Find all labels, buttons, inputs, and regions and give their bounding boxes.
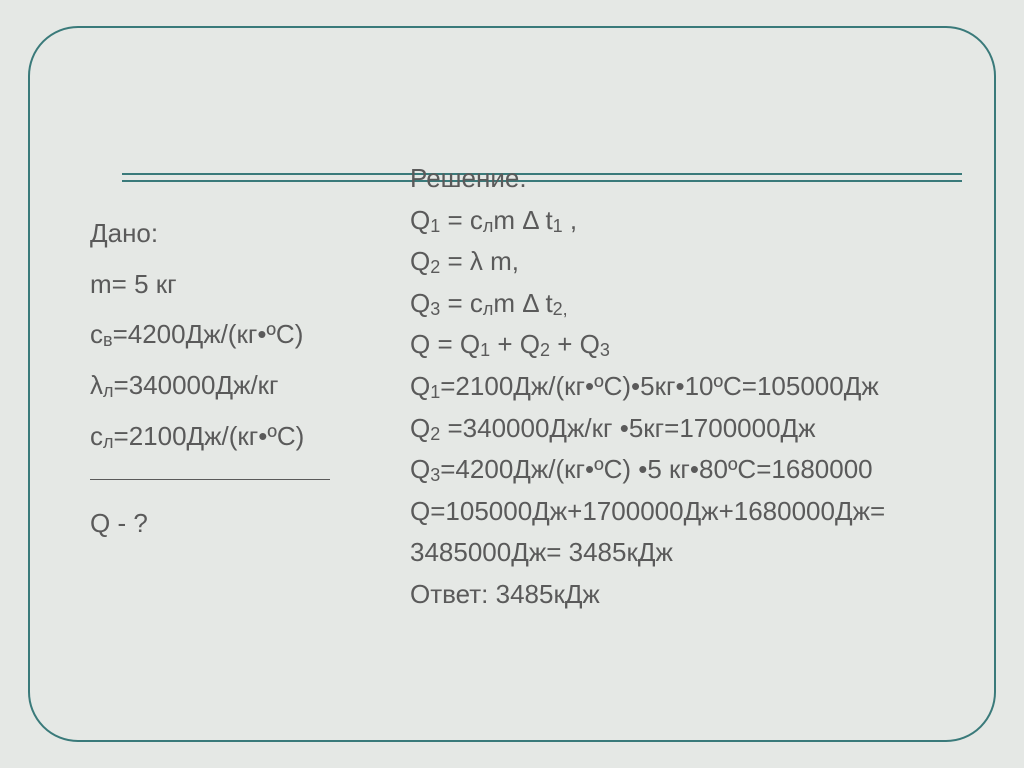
c-water-sub: в <box>103 330 113 350</box>
solution-title: Решение. <box>410 158 934 200</box>
calc3-sub: 3 <box>430 465 440 485</box>
eq1-rest: m Δ t <box>493 205 552 235</box>
eq3-sub3: 2, <box>553 299 568 319</box>
given-c-water: св=4200Дж/(кг•ºС) <box>90 309 410 360</box>
eq4-mid1: + Q <box>490 329 540 359</box>
solution-eq3: Q3 = слm Δ t2, <box>410 283 934 325</box>
calc1-rest: =2100Дж/(кг•ºС)•5кг•10ºС=105000Дж <box>440 371 878 401</box>
solution-total1: Q=105000Дж+1700000Дж+1680000Дж= <box>410 491 934 533</box>
solution-answer: Ответ: 3485кДж <box>410 574 934 616</box>
c-ice-sub: л <box>103 432 114 452</box>
slide-frame: Дано: m= 5 кг св=4200Дж/(кг•ºС) λл=34000… <box>28 26 996 742</box>
given-c-ice: сл=2100Дж/(кг•ºС) <box>90 411 410 462</box>
solution-calc1: Q1=2100Дж/(кг•ºС)•5кг•10ºС=105000Дж <box>410 366 934 408</box>
calc2-sub: 2 <box>430 424 440 444</box>
eq1-end: , <box>563 205 577 235</box>
c-water-prefix: с <box>90 319 103 349</box>
eq1-sub: 1 <box>430 216 440 236</box>
solution-eq2: Q2 = λ m, <box>410 241 934 283</box>
c-ice-value: =2100Дж/(кг•ºС) <box>114 421 305 451</box>
eq3-mid: = с <box>440 288 483 318</box>
eq4-sub3: 3 <box>600 340 610 360</box>
eq1-prefix: Q <box>410 205 430 235</box>
given-mass: m= 5 кг <box>90 259 410 310</box>
solution-eq1: Q1 = слm Δ t1 , <box>410 200 934 242</box>
eq2-prefix: Q <box>410 246 430 276</box>
eq3-sub: 3 <box>430 299 440 319</box>
calc3-prefix: Q <box>410 454 430 484</box>
eq3-sub2: л <box>483 299 494 319</box>
eq1-sub2: л <box>483 216 494 236</box>
content-area: Дано: m= 5 кг св=4200Дж/(кг•ºС) λл=34000… <box>90 158 934 616</box>
solution-column: Решение. Q1 = слm Δ t1 , Q2 = λ m, Q3 = … <box>410 158 934 616</box>
calc3-rest: =4200Дж/(кг•ºС) •5 кг•80ºС=1680000 <box>440 454 872 484</box>
given-title: Дано: <box>90 208 410 259</box>
calc1-sub: 1 <box>430 382 440 402</box>
given-lambda: λл=340000Дж/кг <box>90 360 410 411</box>
eq4-prefix: Q = Q <box>410 329 480 359</box>
eq3-prefix: Q <box>410 288 430 318</box>
eq4-sub1: 1 <box>480 340 490 360</box>
eq2-sub: 2 <box>430 257 440 277</box>
given-separator <box>90 479 330 480</box>
solution-calc2: Q2 =340000Дж/кг •5кг=1700000Дж <box>410 408 934 450</box>
solution-eq4: Q = Q1 + Q2 + Q3 <box>410 324 934 366</box>
given-question: Q - ? <box>90 498 410 549</box>
lambda-sub: л <box>103 381 114 401</box>
solution-calc3: Q3=4200Дж/(кг•ºС) •5 кг•80ºС=1680000 <box>410 449 934 491</box>
c-water-value: =4200Дж/(кг•ºС) <box>113 319 304 349</box>
eq1-mid: = с <box>440 205 483 235</box>
calc2-prefix: Q <box>410 413 430 443</box>
eq1-sub3: 1 <box>553 216 563 236</box>
given-column: Дано: m= 5 кг св=4200Дж/(кг•ºС) λл=34000… <box>90 158 410 616</box>
lambda-value: =340000Дж/кг <box>114 370 279 400</box>
solution-total2: 3485000Дж= 3485кДж <box>410 532 934 574</box>
lambda-prefix: λ <box>90 370 103 400</box>
eq2-rest: = λ m, <box>440 246 519 276</box>
c-ice-prefix: с <box>90 421 103 451</box>
calc2-rest: =340000Дж/кг •5кг=1700000Дж <box>440 413 815 443</box>
eq4-sub2: 2 <box>540 340 550 360</box>
eq3-rest: m Δ t <box>493 288 552 318</box>
eq4-mid2: + Q <box>550 329 600 359</box>
calc1-prefix: Q <box>410 371 430 401</box>
